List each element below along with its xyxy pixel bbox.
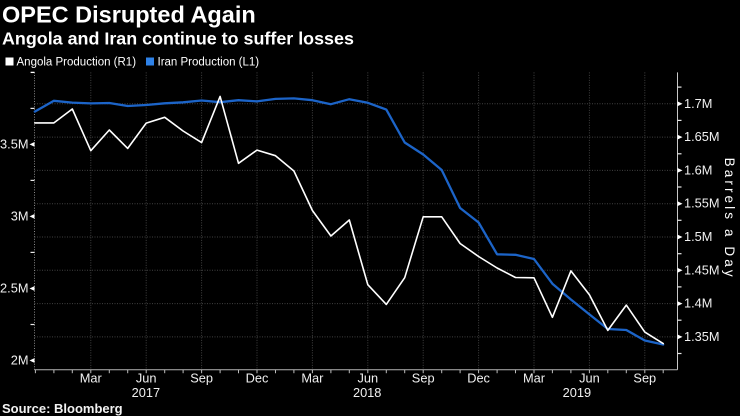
svg-text:Jun: Jun (136, 370, 157, 385)
svg-text:Angola Production (R1): Angola Production (R1) (17, 57, 137, 69)
svg-text:OPEC Disrupted Again: OPEC Disrupted Again (2, 2, 256, 28)
svg-text:Iran Production (L1): Iran Production (L1) (158, 57, 260, 69)
svg-text:3.5M: 3.5M (0, 136, 28, 151)
svg-text:2017: 2017 (132, 385, 160, 400)
svg-text:Barrels a Day: Barrels a Day (722, 158, 737, 280)
svg-text:1.7M: 1.7M (684, 96, 712, 111)
svg-text:1.5M: 1.5M (684, 229, 712, 244)
svg-text:1.35M: 1.35M (684, 329, 720, 344)
svg-text:1.4M: 1.4M (684, 296, 712, 311)
svg-text:Jun: Jun (357, 370, 378, 385)
svg-text:1.6M: 1.6M (684, 162, 712, 177)
svg-text:Mar: Mar (523, 370, 546, 385)
svg-text:Dec: Dec (246, 370, 269, 385)
svg-text:1.55M: 1.55M (684, 196, 720, 211)
svg-text:Sep: Sep (633, 370, 656, 385)
svg-text:Angola and Iran continue to su: Angola and Iran continue to suffer losse… (2, 29, 354, 49)
svg-text:Mar: Mar (80, 370, 103, 385)
svg-text:2.5M: 2.5M (0, 281, 28, 296)
svg-text:2M: 2M (11, 353, 29, 368)
svg-text:1.65M: 1.65M (684, 129, 720, 144)
svg-text:Dec: Dec (467, 370, 490, 385)
svg-text:Sep: Sep (190, 370, 213, 385)
svg-text:Jun: Jun (579, 370, 600, 385)
svg-text:2018: 2018 (353, 385, 381, 400)
svg-text:Source: Bloomberg: Source: Bloomberg (2, 401, 123, 416)
svg-text:3M: 3M (11, 208, 29, 223)
svg-text:Sep: Sep (412, 370, 435, 385)
svg-text:2019: 2019 (563, 385, 591, 400)
svg-text:Mar: Mar (301, 370, 324, 385)
svg-text:1.45M: 1.45M (684, 262, 720, 277)
